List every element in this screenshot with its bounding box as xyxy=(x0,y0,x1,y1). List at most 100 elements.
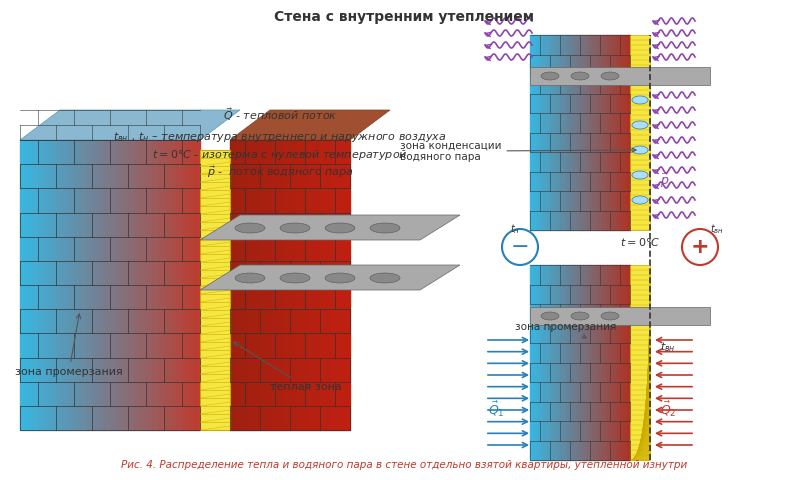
Bar xyxy=(194,140,200,430)
Ellipse shape xyxy=(370,273,400,283)
Bar xyxy=(604,265,607,460)
Circle shape xyxy=(682,229,718,265)
Bar xyxy=(62,140,68,430)
Bar xyxy=(533,265,537,460)
Bar xyxy=(590,35,593,230)
Bar xyxy=(338,140,344,430)
Bar xyxy=(600,35,604,230)
Bar xyxy=(530,265,533,460)
Bar xyxy=(550,265,553,460)
Bar xyxy=(610,35,613,230)
Bar xyxy=(314,140,320,430)
Text: $t = 0°C$ - изотерма с нулевой температурой: $t = 0°C$ - изотерма с нулевой температу… xyxy=(152,148,408,162)
Bar xyxy=(56,140,62,430)
Bar xyxy=(533,35,537,230)
Text: $\vec{p}$: $\vec{p}$ xyxy=(660,172,670,190)
Bar xyxy=(607,35,610,230)
Bar xyxy=(587,265,590,460)
Bar xyxy=(200,150,230,430)
Bar xyxy=(577,265,580,460)
Text: $t_{вн}$: $t_{вн}$ xyxy=(710,222,724,236)
Bar xyxy=(266,140,272,430)
Ellipse shape xyxy=(632,96,648,104)
Bar xyxy=(547,35,550,230)
Bar xyxy=(557,35,560,230)
Bar xyxy=(326,140,332,430)
Bar xyxy=(630,265,650,460)
Bar xyxy=(80,140,86,430)
Ellipse shape xyxy=(280,273,310,283)
Bar xyxy=(566,35,570,230)
Bar xyxy=(566,265,570,460)
Bar xyxy=(630,35,650,230)
Bar xyxy=(128,140,134,430)
Polygon shape xyxy=(200,215,460,240)
Bar xyxy=(236,140,242,430)
Bar xyxy=(302,140,308,430)
Bar xyxy=(74,140,80,430)
Ellipse shape xyxy=(571,312,589,320)
Bar xyxy=(596,265,600,460)
Bar xyxy=(332,140,338,430)
Bar xyxy=(563,35,566,230)
Bar xyxy=(607,265,610,460)
Bar xyxy=(580,35,583,230)
Bar xyxy=(242,140,248,430)
Bar xyxy=(574,35,577,230)
Ellipse shape xyxy=(235,273,265,283)
Text: зона промерзания: зона промерзания xyxy=(15,314,123,377)
Ellipse shape xyxy=(632,171,648,179)
Bar xyxy=(68,140,74,430)
Bar xyxy=(272,140,278,430)
Bar xyxy=(86,140,92,430)
Text: $t_н$: $t_н$ xyxy=(510,222,520,236)
Text: теплая зона: теплая зона xyxy=(234,342,342,392)
Bar xyxy=(116,140,122,430)
Bar xyxy=(92,140,98,430)
Ellipse shape xyxy=(325,223,355,233)
Bar xyxy=(577,35,580,230)
Bar xyxy=(290,140,296,430)
Bar xyxy=(122,140,128,430)
Bar xyxy=(296,140,302,430)
Text: $\vec{Q}$ - тепловой поток: $\vec{Q}$ - тепловой поток xyxy=(223,106,337,123)
Bar xyxy=(38,140,44,430)
Bar xyxy=(284,140,290,430)
Text: $t = 0°C$: $t = 0°C$ xyxy=(620,236,660,248)
Ellipse shape xyxy=(632,196,648,204)
Bar xyxy=(164,140,170,430)
Bar xyxy=(600,265,604,460)
Ellipse shape xyxy=(632,146,648,154)
Bar xyxy=(20,140,26,430)
Bar xyxy=(570,35,574,230)
Text: зона конденсации
водяного пара: зона конденсации водяного пара xyxy=(400,140,636,162)
Bar xyxy=(146,140,152,430)
Bar xyxy=(230,140,236,430)
Ellipse shape xyxy=(541,312,559,320)
Bar xyxy=(320,140,326,430)
Bar xyxy=(563,265,566,460)
Bar xyxy=(593,265,596,460)
Circle shape xyxy=(502,229,538,265)
Text: Стена с внутренним утеплением: Стена с внутренним утеплением xyxy=(274,10,534,24)
Bar xyxy=(574,265,577,460)
Ellipse shape xyxy=(571,72,589,80)
Ellipse shape xyxy=(632,121,648,129)
Bar xyxy=(540,265,543,460)
Bar xyxy=(248,140,254,430)
Bar xyxy=(617,35,620,230)
Bar xyxy=(32,140,38,430)
Bar xyxy=(537,265,540,460)
Bar xyxy=(188,140,194,430)
Bar xyxy=(260,140,266,430)
Bar xyxy=(254,140,260,430)
Bar xyxy=(570,265,574,460)
Bar xyxy=(182,140,188,430)
Bar xyxy=(583,35,587,230)
Bar xyxy=(543,35,547,230)
Bar xyxy=(613,35,617,230)
Bar xyxy=(530,307,710,325)
Bar xyxy=(344,140,350,430)
Bar xyxy=(627,265,630,460)
Bar xyxy=(550,35,553,230)
